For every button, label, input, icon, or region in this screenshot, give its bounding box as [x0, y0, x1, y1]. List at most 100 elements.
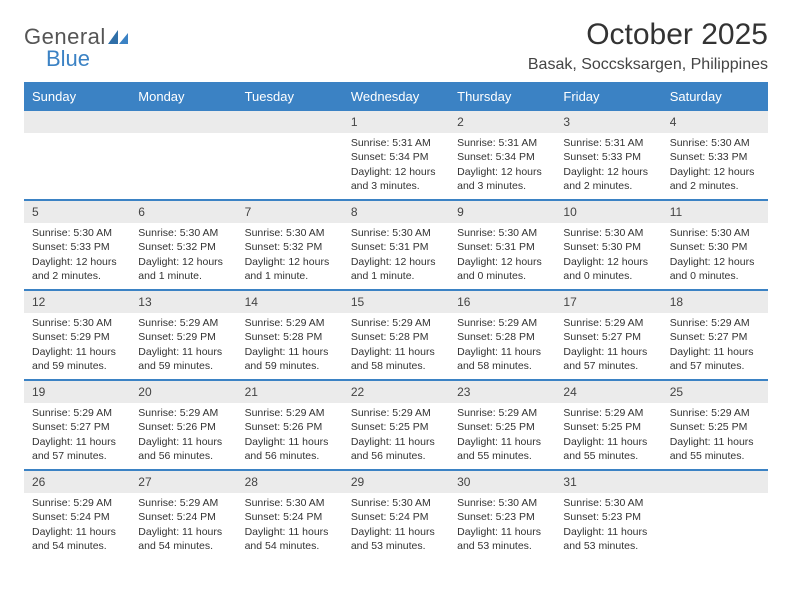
sunrise-text: Sunrise: 5:30 AM	[138, 226, 228, 240]
header: General Blue October 2025 Basak, Soccsks…	[24, 18, 768, 74]
day-number	[24, 111, 130, 133]
calendar-cell: 1 Sunrise: 5:31 AMSunset: 5:34 PMDaylight…	[343, 111, 449, 199]
sunset-text: Sunset: 5:32 PM	[138, 240, 228, 254]
calendar-cell: 28Sunrise: 5:30 AMSunset: 5:24 PMDayligh…	[237, 471, 343, 559]
daylight-text: Daylight: 11 hours and 59 minutes.	[138, 345, 228, 373]
cell-content: Sunrise: 5:31 AMSunset: 5:34 PMDaylight:…	[343, 133, 449, 196]
cell-content: Sunrise: 5:29 AMSunset: 5:26 PMDaylight:…	[130, 403, 236, 466]
day-number: 3	[555, 111, 661, 133]
cell-content: Sunrise: 5:29 AMSunset: 5:25 PMDaylight:…	[343, 403, 449, 466]
daylight-text: Daylight: 12 hours and 2 minutes.	[670, 165, 760, 193]
cell-content: Sunrise: 5:30 AMSunset: 5:30 PMDaylight:…	[555, 223, 661, 286]
calendar-cell: 2 Sunrise: 5:31 AMSunset: 5:34 PMDaylight…	[449, 111, 555, 199]
calendar-cell: 11Sunrise: 5:30 AMSunset: 5:30 PMDayligh…	[662, 201, 768, 289]
sunset-text: Sunset: 5:24 PM	[245, 510, 335, 524]
day-number-text: 12	[32, 295, 45, 309]
daylight-text: Daylight: 11 hours and 57 minutes.	[32, 435, 122, 463]
calendar-cell: 10 Sunrise: 5:30 AMSunset: 5:30 PMDayligh…	[555, 201, 661, 289]
daylight-text: Daylight: 11 hours and 58 minutes.	[351, 345, 441, 373]
day-number-text: 24	[563, 385, 576, 399]
day-number-text: 19	[32, 385, 45, 399]
sunset-text: Sunset: 5:24 PM	[351, 510, 441, 524]
day-header-sunday: Sunday	[24, 82, 130, 111]
daylight-text: Daylight: 11 hours and 53 minutes.	[457, 525, 547, 553]
day-number-text: 15	[351, 295, 364, 309]
day-number: 16	[449, 291, 555, 313]
cell-content: Sunrise: 5:30 AMSunset: 5:23 PMDaylight:…	[555, 493, 661, 556]
sunset-text: Sunset: 5:34 PM	[351, 150, 441, 164]
cell-content: Sunrise: 5:30 AMSunset: 5:31 PMDaylight:…	[343, 223, 449, 286]
sunset-text: Sunset: 5:26 PM	[138, 420, 228, 434]
sunset-text: Sunset: 5:34 PM	[457, 150, 547, 164]
daylight-text: Daylight: 11 hours and 56 minutes.	[351, 435, 441, 463]
sunset-text: Sunset: 5:31 PM	[457, 240, 547, 254]
calendar-cell: 5Sunrise: 5:30 AMSunset: 5:33 PMDaylight…	[24, 201, 130, 289]
calendar-cell: 16Sunrise: 5:29 AMSunset: 5:28 PMDayligh…	[449, 291, 555, 379]
sunset-text: Sunset: 5:27 PM	[670, 330, 760, 344]
day-number: 4	[662, 111, 768, 133]
cell-content: Sunrise: 5:29 AMSunset: 5:25 PMDaylight:…	[449, 403, 555, 466]
daylight-text: Daylight: 12 hours and 0 minutes.	[670, 255, 760, 283]
day-number: 17	[555, 291, 661, 313]
cell-content: Sunrise: 5:30 AMSunset: 5:33 PMDaylight:…	[24, 223, 130, 286]
day-number-text: 16	[457, 295, 470, 309]
day-number	[130, 111, 236, 133]
sunset-text: Sunset: 5:33 PM	[563, 150, 653, 164]
day-header-wednesday: Wednesday	[343, 82, 449, 111]
sunset-text: Sunset: 5:27 PM	[563, 330, 653, 344]
calendar-cell: 9Sunrise: 5:30 AMSunset: 5:31 PMDaylight…	[449, 201, 555, 289]
day-number-text: 31	[563, 475, 576, 489]
sunrise-text: Sunrise: 5:29 AM	[563, 316, 653, 330]
day-number-text: 6	[138, 205, 145, 219]
sunset-text: Sunset: 5:28 PM	[351, 330, 441, 344]
sunrise-text: Sunrise: 5:30 AM	[245, 226, 335, 240]
cell-content: Sunrise: 5:29 AMSunset: 5:26 PMDaylight:…	[237, 403, 343, 466]
calendar-cell: 22Sunrise: 5:29 AMSunset: 5:25 PMDayligh…	[343, 381, 449, 469]
sunrise-text: Sunrise: 5:30 AM	[32, 226, 122, 240]
cell-content: Sunrise: 5:30 AMSunset: 5:24 PMDaylight:…	[237, 493, 343, 556]
day-number-text: 10	[563, 205, 576, 219]
sunset-text: Sunset: 5:29 PM	[32, 330, 122, 344]
sunset-text: Sunset: 5:30 PM	[670, 240, 760, 254]
week-row: 19Sunrise: 5:29 AMSunset: 5:27 PMDayligh…	[24, 381, 768, 471]
daylight-text: Daylight: 11 hours and 54 minutes.	[138, 525, 228, 553]
sunrise-text: Sunrise: 5:29 AM	[351, 316, 441, 330]
day-number: 10	[555, 201, 661, 223]
day-number: 2	[449, 111, 555, 133]
month-title: October 2025	[528, 18, 768, 52]
calendar-cell: 15 Sunrise: 5:29 AMSunset: 5:28 PMDayligh…	[343, 291, 449, 379]
sunset-text: Sunset: 5:24 PM	[32, 510, 122, 524]
sunset-text: Sunset: 5:23 PM	[563, 510, 653, 524]
cell-content: Sunrise: 5:30 AMSunset: 5:33 PMDaylight:…	[662, 133, 768, 196]
daylight-text: Daylight: 11 hours and 59 minutes.	[32, 345, 122, 373]
sunrise-text: Sunrise: 5:30 AM	[351, 496, 441, 510]
calendar-cell: 25Sunrise: 5:29 AMSunset: 5:25 PMDayligh…	[662, 381, 768, 469]
day-number-text: 29	[351, 475, 364, 489]
sunrise-text: Sunrise: 5:29 AM	[245, 316, 335, 330]
day-number-text: 11	[670, 205, 682, 219]
daylight-text: Daylight: 11 hours and 55 minutes.	[563, 435, 653, 463]
cell-content: Sunrise: 5:29 AMSunset: 5:29 PMDaylight:…	[130, 313, 236, 376]
cell-content: Sunrise: 5:29 AMSunset: 5:28 PMDaylight:…	[343, 313, 449, 376]
sunset-text: Sunset: 5:33 PM	[670, 150, 760, 164]
day-number-text: 1	[351, 115, 358, 129]
sunrise-text: Sunrise: 5:30 AM	[563, 226, 653, 240]
day-number-text: 27	[138, 475, 151, 489]
cell-content: Sunrise: 5:30 AMSunset: 5:29 PMDaylight:…	[24, 313, 130, 376]
sunset-text: Sunset: 5:26 PM	[245, 420, 335, 434]
calendar-cell: 3Sunrise: 5:31 AMSunset: 5:33 PMDaylight…	[555, 111, 661, 199]
day-number: 31	[555, 471, 661, 493]
day-number: 27	[130, 471, 236, 493]
day-number-text: 4	[670, 115, 677, 129]
cell-content: Sunrise: 5:29 AMSunset: 5:27 PMDaylight:…	[662, 313, 768, 376]
daylight-text: Daylight: 12 hours and 3 minutes.	[457, 165, 547, 193]
day-number: 7	[237, 201, 343, 223]
day-number: 19	[24, 381, 130, 403]
day-number: 18	[662, 291, 768, 313]
day-number: 9	[449, 201, 555, 223]
sunrise-text: Sunrise: 5:31 AM	[457, 136, 547, 150]
calendar-cell: 31 Sunrise: 5:30 AMSunset: 5:23 PMDayligh…	[555, 471, 661, 559]
calendar-cell: 8Sunrise: 5:30 AMSunset: 5:31 PMDaylight…	[343, 201, 449, 289]
cell-content: Sunrise: 5:31 AMSunset: 5:33 PMDaylight:…	[555, 133, 661, 196]
sunset-text: Sunset: 5:24 PM	[138, 510, 228, 524]
